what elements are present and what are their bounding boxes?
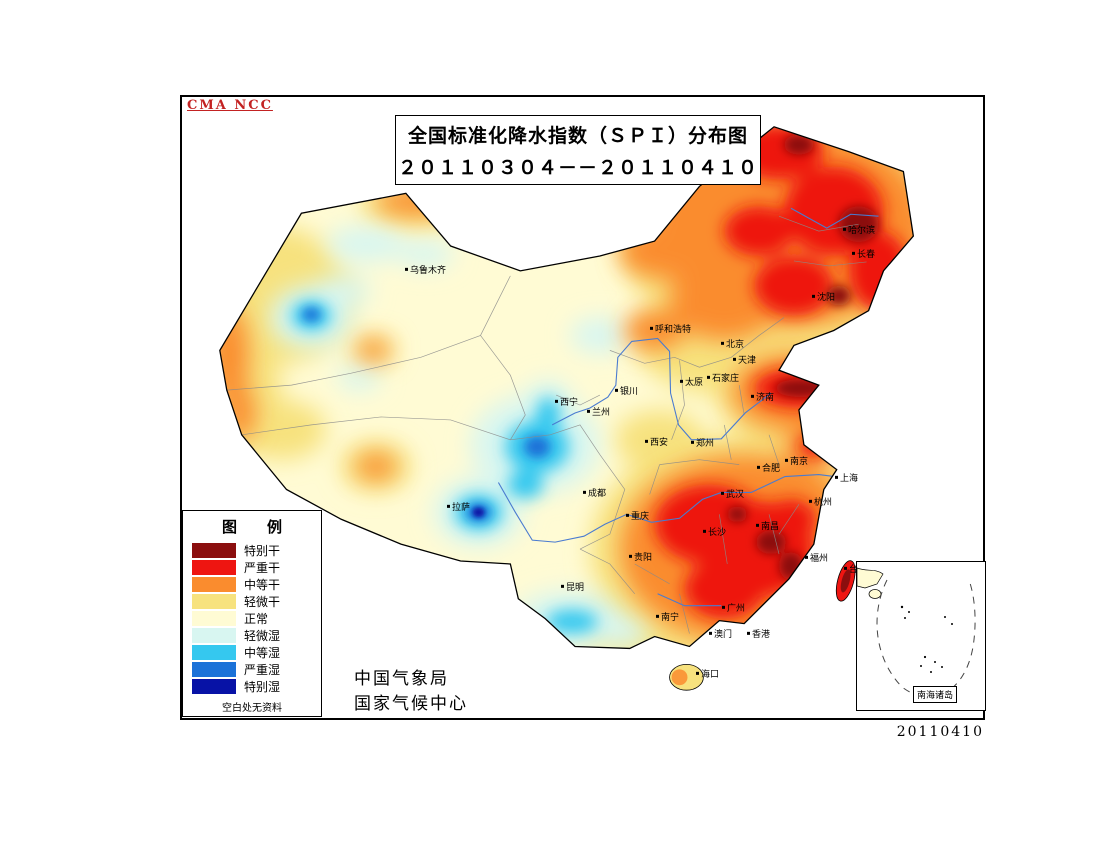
taiwan-island — [835, 560, 856, 602]
nine-dash-line — [876, 579, 976, 698]
yellow-river — [551, 337, 772, 441]
songhua-river — [790, 207, 879, 229]
rivers — [497, 207, 879, 607]
map-title: 全国标准化降水指数（ＳＰＩ）分布图 — [407, 124, 748, 147]
inset-label: 南海诸岛 — [913, 686, 958, 703]
credits: 中国气象局 国家气候中心 — [354, 667, 468, 717]
legend-swatch — [192, 645, 236, 660]
legend-swatch — [192, 543, 236, 558]
legend-item: 轻微干 — [183, 593, 321, 610]
spi-extreme-dry-layer — [727, 134, 879, 580]
legend-swatch — [192, 577, 236, 592]
legend-item: 中等湿 — [183, 644, 321, 661]
spi-moderate-wet-layer — [291, 300, 598, 634]
legend-item: 严重湿 — [183, 661, 321, 678]
legend-items: 特别干严重干中等干轻微干正常轻微湿中等湿严重湿特别湿 — [183, 542, 321, 695]
legend: 图 例 特别干严重干中等干轻微干正常轻微湿中等湿严重湿特别湿 空白处无资料 — [182, 510, 322, 717]
inset-islands — [900, 605, 953, 673]
credits-line1: 中国气象局 — [354, 669, 449, 689]
china-outline — [219, 126, 915, 650]
south-china-sea-inset: 南海诸岛 — [856, 561, 986, 711]
legend-label: 特别干 — [244, 544, 281, 558]
legend-label: 中等干 — [244, 578, 281, 592]
legend-item: 轻微湿 — [183, 627, 321, 644]
legend-label: 严重干 — [244, 561, 281, 575]
credits-line2: 国家气候中心 — [354, 694, 468, 714]
legend-item: 中等干 — [183, 576, 321, 593]
date-stamp: 20110410 — [896, 724, 984, 740]
yangtze-river — [497, 474, 835, 543]
legend-swatch — [192, 679, 236, 694]
map-title-box: 全国标准化降水指数（ＳＰＩ）分布图 ２０１１０３０４－－２０１１０４１０ — [395, 115, 761, 185]
legend-label: 特别湿 — [244, 680, 281, 694]
map-date-range: ２０１１０３０４－－２０１１０４１０ — [397, 156, 758, 179]
china-spi-map — [219, 126, 915, 691]
legend-label: 正常 — [244, 612, 269, 626]
legend-label: 轻微湿 — [244, 629, 281, 643]
legend-title: 图 例 — [221, 518, 282, 536]
province-borders — [226, 215, 867, 634]
legend-item: 特别干 — [183, 542, 321, 559]
legend-swatch — [192, 662, 236, 677]
agency-watermark: CMA NCC — [187, 98, 273, 113]
legend-swatch — [192, 594, 236, 609]
legend-item: 正常 — [183, 610, 321, 627]
spi-extreme-wet-layer — [472, 507, 485, 518]
inset-coastline — [857, 567, 884, 589]
legend-footnote: 空白处无资料 — [222, 703, 282, 714]
legend-label: 中等湿 — [244, 646, 281, 660]
legend-label: 轻微干 — [244, 595, 281, 609]
legend-item: 严重干 — [183, 559, 321, 576]
map-frame: CMA NCC 乌鲁木齐 哈尔滨 长春 沈阳 呼和浩特 北京 天津 石家庄 太原 银川 西宁 兰州 济南… — [180, 95, 986, 720]
legend-swatch — [192, 611, 236, 626]
legend-swatch — [192, 628, 236, 643]
legend-label: 严重湿 — [244, 663, 281, 677]
inset-hainan — [868, 589, 882, 599]
inset-map — [857, 567, 976, 698]
hainan-island — [669, 663, 704, 691]
legend-item: 特别湿 — [183, 678, 321, 695]
pearl-river — [657, 593, 722, 607]
legend-swatch — [192, 560, 236, 575]
